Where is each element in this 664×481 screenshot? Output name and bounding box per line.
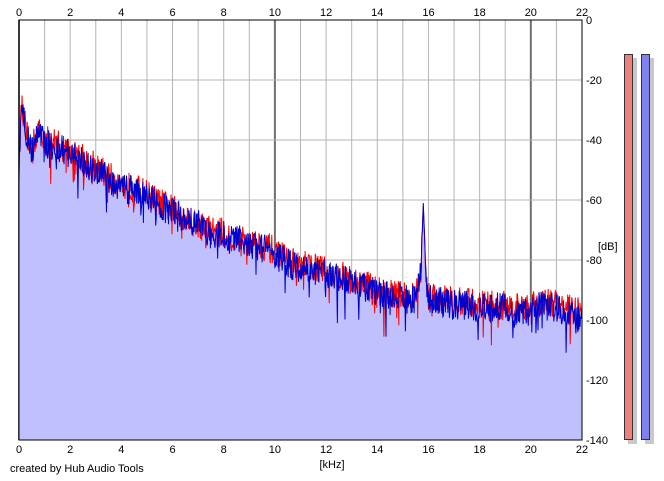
left-channel-level-meter — [624, 54, 633, 440]
bottom-x-tick-label: 8 — [221, 444, 227, 456]
bottom-x-tick-label: 0 — [16, 444, 22, 456]
y-tick-label: -140 — [586, 435, 608, 447]
plot-border — [18, 19, 583, 441]
bottom-x-tick-label: 14 — [371, 444, 383, 456]
x-axis-label: [kHz] — [319, 459, 344, 471]
series-layer — [18, 95, 583, 353]
top-x-tick-label: 6 — [169, 7, 175, 19]
top-x-tick-label: 2 — [67, 7, 73, 19]
bottom-x-tick-label: 4 — [118, 444, 124, 456]
y-tick-label: -100 — [586, 315, 608, 327]
top-x-tick-label: 16 — [422, 7, 434, 19]
y-tick-label: -60 — [586, 195, 602, 207]
top-x-tick-label: 10 — [269, 7, 281, 19]
top-x-tick-label: 20 — [525, 7, 537, 19]
right-channel-series-line — [18, 104, 583, 353]
y-axis-label: [dB] — [598, 241, 618, 253]
bottom-x-tick-label: 10 — [269, 444, 281, 456]
right-y-tick-labels: 0 -20 -40 -60 -80 -100 -120 -140 — [586, 15, 608, 447]
right-channel-level-meter — [641, 54, 650, 440]
top-x-tick-label: 4 — [118, 7, 124, 19]
y-tick-label: -40 — [586, 135, 602, 147]
bottom-x-tick-label: 12 — [320, 444, 332, 456]
bottom-x-tick-label: 16 — [422, 444, 434, 456]
bottom-x-tick-labels: 0 2 4 6 8 10 12 14 16 18 20 22 — [16, 444, 588, 456]
y-tick-label: -80 — [586, 255, 602, 267]
top-x-tick-label: 0 — [16, 7, 22, 19]
bottom-x-tick-label: 2 — [67, 444, 73, 456]
top-x-tick-label: 12 — [320, 7, 332, 19]
top-x-tick-label: 22 — [576, 7, 588, 19]
bottom-x-tick-label: 6 — [169, 444, 175, 456]
y-tick-label: -20 — [586, 75, 602, 87]
bottom-x-tick-label: 22 — [576, 444, 588, 456]
bottom-x-tick-label: 18 — [474, 444, 486, 456]
bottom-x-tick-label: 20 — [525, 444, 537, 456]
top-x-tick-label: 18 — [474, 7, 486, 19]
top-x-tick-label: 14 — [371, 7, 383, 19]
top-x-tick-label: 8 — [221, 7, 227, 19]
spectrum-fill-area — [19, 95, 582, 440]
y-tick-label: -120 — [586, 375, 608, 387]
y-tick-label: 0 — [586, 15, 592, 27]
credit-text: created by Hub Audio Tools — [10, 463, 144, 475]
top-x-tick-labels: 0 2 4 6 8 10 12 14 16 18 20 22 — [16, 7, 588, 19]
